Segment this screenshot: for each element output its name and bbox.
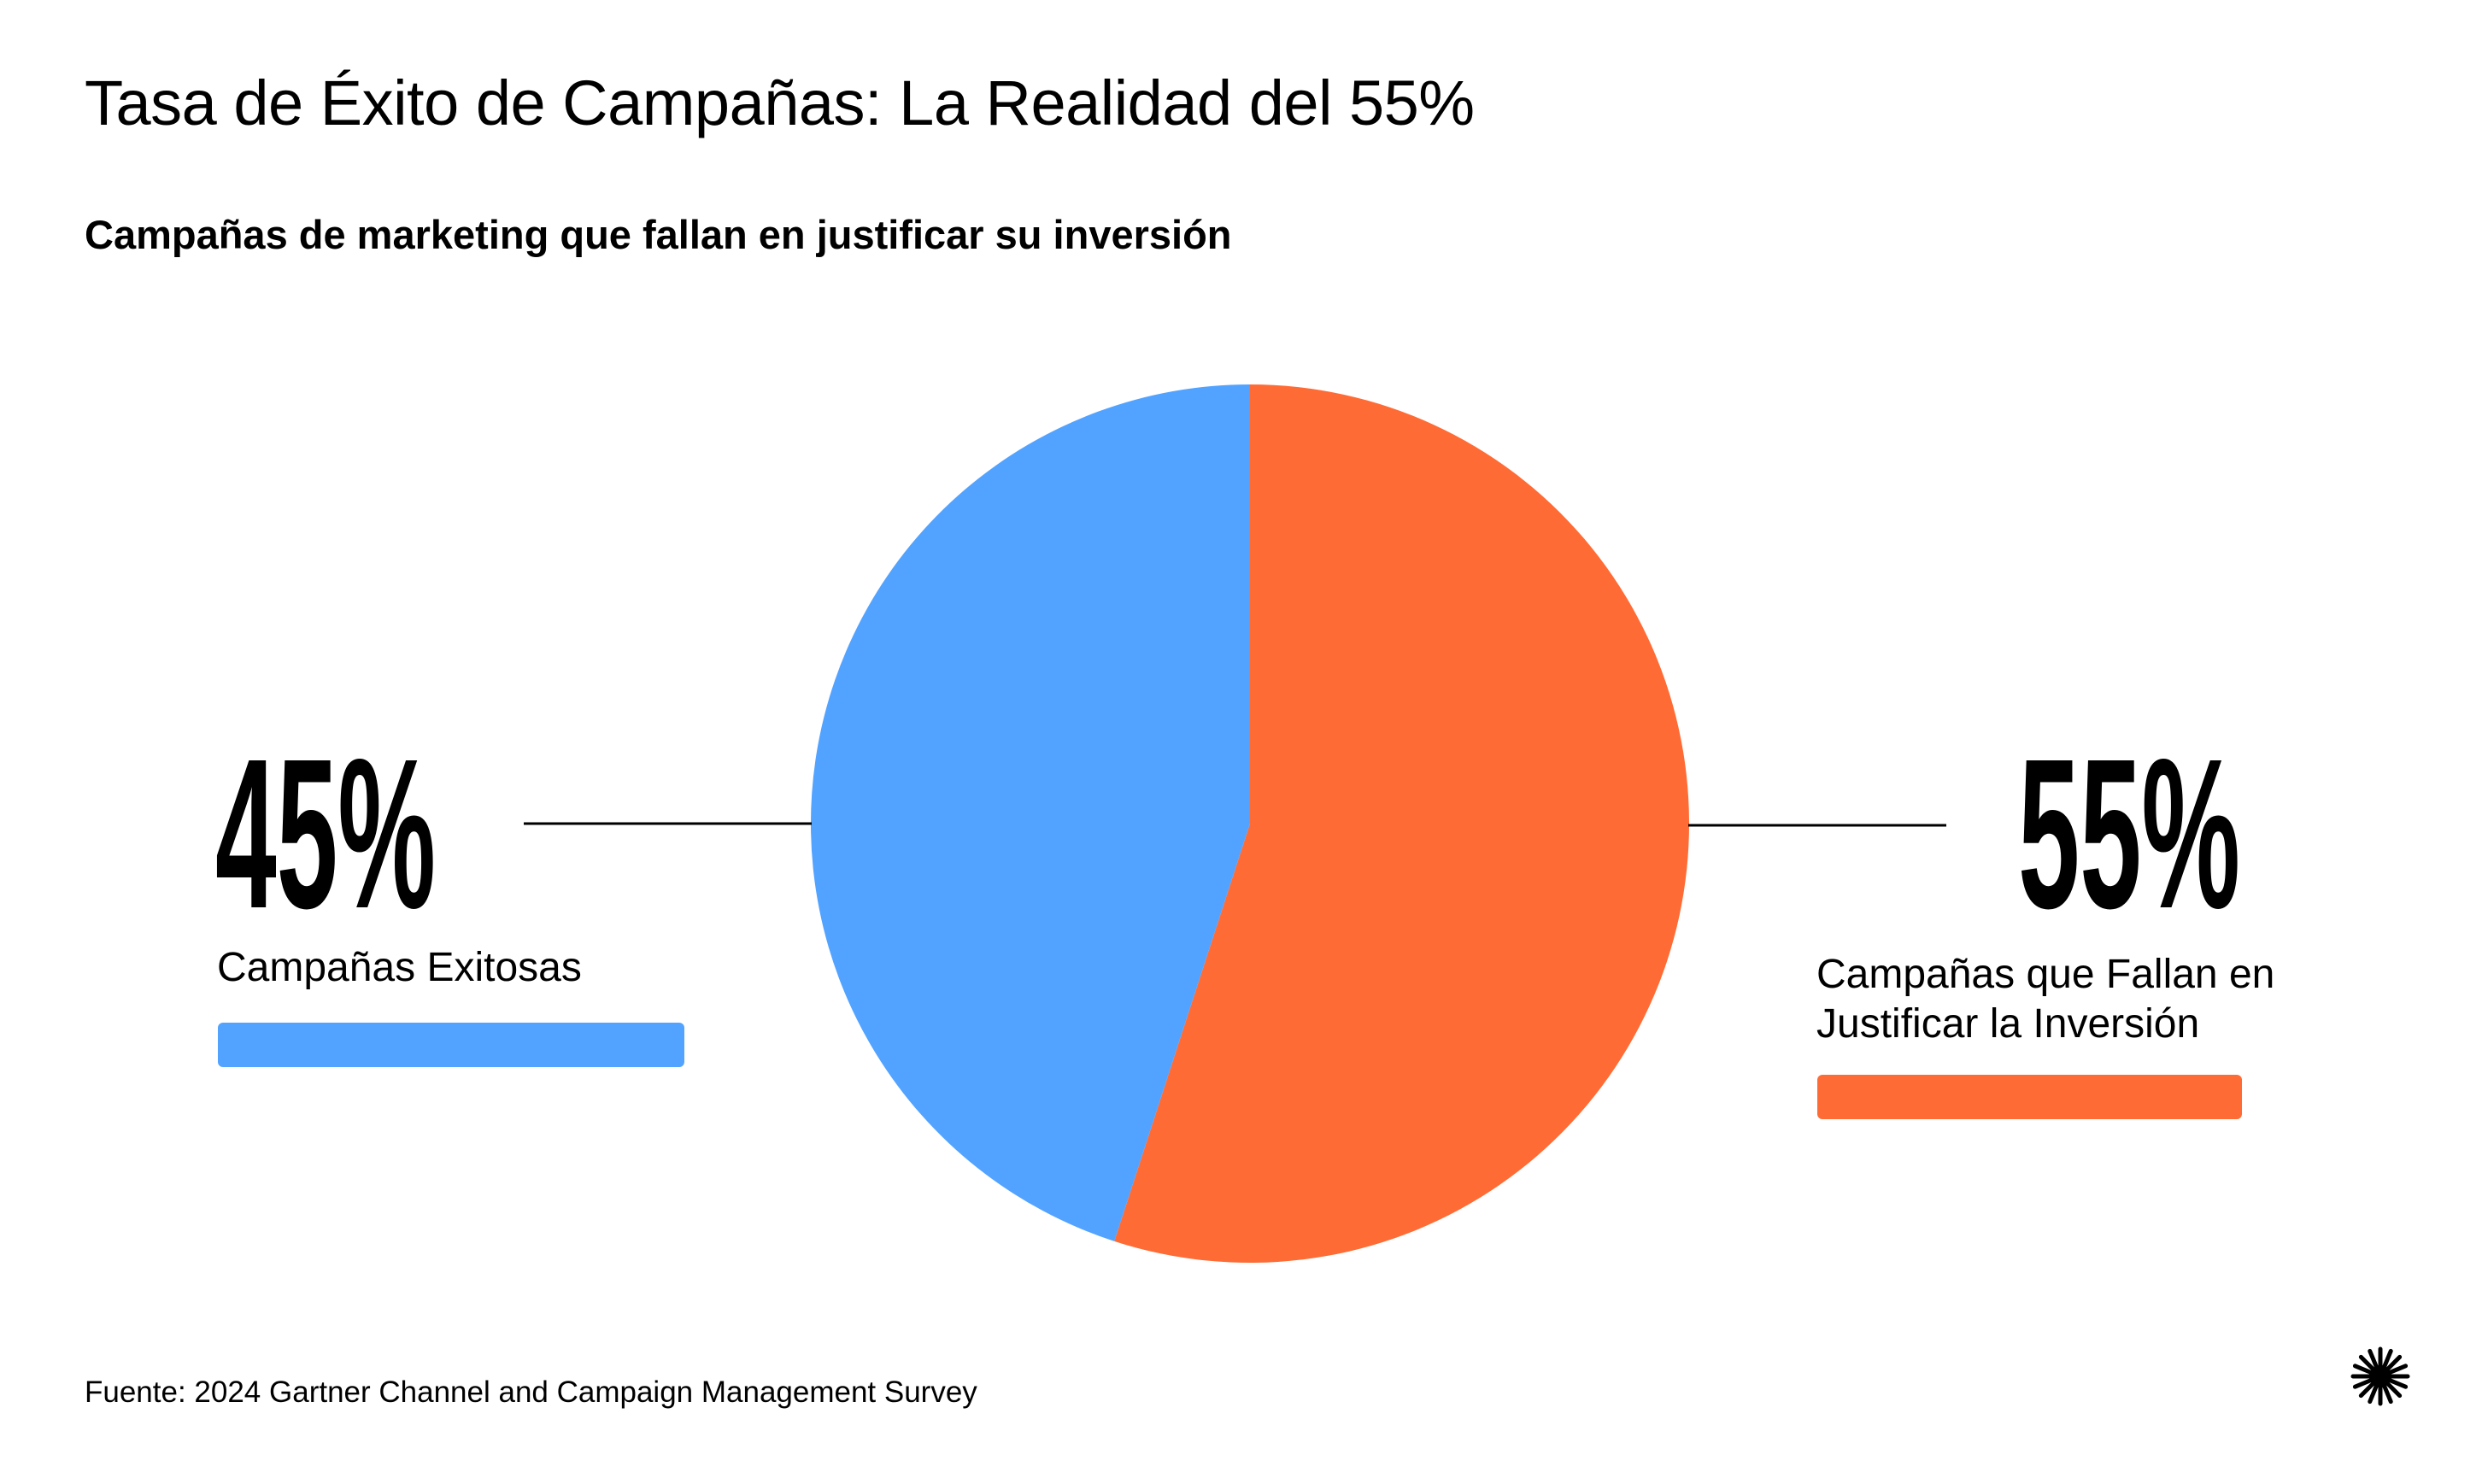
right-percentage-label: 55% xyxy=(2018,714,2240,953)
source-note: Fuente: 2024 Gartner Channel and Campaig… xyxy=(85,1375,977,1409)
left-legend-swatch xyxy=(218,1023,684,1067)
right-legend-swatch xyxy=(1817,1075,2242,1119)
right-category-label-line2: Justificar la Inversión xyxy=(1816,1001,2200,1047)
pie-slices xyxy=(811,384,1689,1264)
left-category-label: Campañas Exitosas xyxy=(217,945,582,990)
chart-subtitle: Campañas de marketing que fallan en just… xyxy=(85,212,1232,257)
asterisk-burst-icon xyxy=(2350,1346,2410,1406)
right-category-label-line1: Campañas que Fallan en xyxy=(1816,952,2275,997)
left-percentage-label: 45% xyxy=(215,714,436,953)
pie-slice-fail xyxy=(1114,384,1689,1264)
chart-title: Tasa de Éxito de Campañas: La Realidad d… xyxy=(85,67,1475,138)
pie-slice-success xyxy=(811,384,1250,1241)
right-category-label: Campañas que Fallan en Justificar la Inv… xyxy=(1816,950,2274,1049)
